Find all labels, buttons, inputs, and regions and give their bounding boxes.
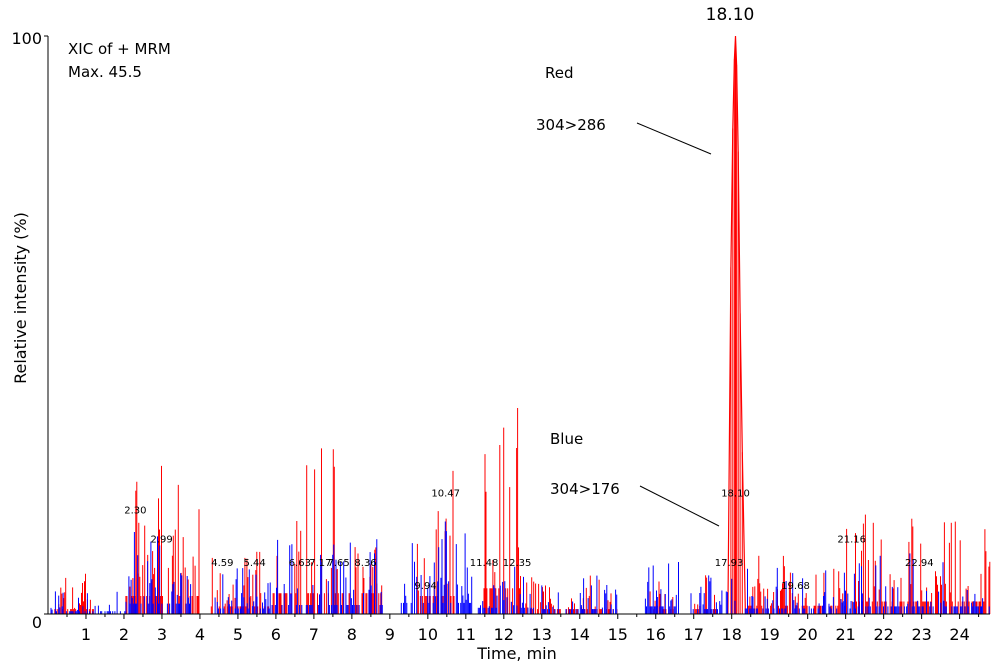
x-tick-label: 6 — [271, 625, 281, 644]
series-red-cluster-11 — [845, 514, 991, 614]
series-blue-cluster-4 — [400, 521, 473, 614]
x-tick-label: 15 — [608, 625, 628, 644]
x-tick-label: 16 — [646, 625, 666, 644]
peak-label: 7.65 — [327, 558, 349, 569]
peak-label: 17.93 — [715, 558, 744, 569]
y-tick-label: 100 — [11, 29, 42, 48]
series-blue-cluster-8 — [690, 575, 728, 614]
series-blue-cluster-3 — [271, 539, 383, 614]
peak-label: 6.63 — [289, 558, 311, 569]
title-line-2: Max. 45.5 — [68, 63, 142, 81]
red-series-name: Red — [545, 64, 574, 82]
y-axis-title: Relative intensity (%) — [11, 212, 30, 384]
x-tick-label: 22 — [873, 625, 893, 644]
title-line-1: XIC of + MRM — [68, 40, 171, 58]
x-tick-label: 9 — [385, 625, 395, 644]
x-tick-label: 7 — [309, 625, 319, 644]
x-tick-label: 18 — [722, 625, 742, 644]
series-blue-cluster-10 — [744, 567, 856, 614]
peak-label: 8.36 — [354, 558, 376, 569]
peak-label: 21.16 — [837, 535, 866, 546]
x-tick-label: 3 — [157, 625, 167, 644]
peak-label: 19.68 — [781, 581, 810, 592]
x-tick-label: 19 — [760, 625, 780, 644]
blue-series-transition: 304>176 — [550, 480, 620, 498]
x-tick-label: 20 — [797, 625, 817, 644]
peak-label: 18.10 — [721, 488, 750, 499]
series-blue-cluster-2 — [214, 568, 271, 614]
peak-label: 5.44 — [243, 558, 265, 569]
x-tick-label: 14 — [570, 625, 590, 644]
peak-label-layer: 2.30 2.99 4.59 5.44 6.637.177.65 8.36 9.94 10.4… — [124, 488, 933, 591]
x-tick-label: 13 — [532, 625, 552, 644]
series-blue-cluster-5 — [477, 566, 534, 614]
series-blue-cluster-1 — [128, 532, 192, 614]
peak-label: 7.17 — [309, 558, 331, 569]
x-tick-label: 24 — [949, 625, 969, 644]
series-red-cluster-9 — [694, 575, 717, 614]
series-layer — [50, 35, 991, 615]
red-series-transition: 304>286 — [536, 116, 606, 134]
series-blue-cluster-11 — [857, 553, 990, 614]
series-blue-cluster-9 — [731, 578, 736, 614]
peak-label: 12.35 — [503, 558, 532, 569]
main-peak-label: 18.10 — [706, 5, 755, 25]
x-tick-label: 1 — [81, 625, 91, 644]
peak-label: 4.59 — [211, 558, 233, 569]
main-peak-trace — [727, 35, 746, 615]
x-tick-label: 4 — [195, 625, 205, 644]
peak-label: 11.48 — [470, 558, 499, 569]
peak-label: 10.47 — [431, 488, 460, 499]
blue-series-name: Blue — [550, 430, 583, 448]
peak-label: 9.94 — [414, 581, 436, 592]
red-callout-line — [636, 122, 712, 155]
series-blue-cluster-7 — [644, 562, 679, 614]
x-tick-label: 10 — [418, 625, 438, 644]
series-red — [54, 35, 991, 615]
peak-label: 2.99 — [150, 535, 172, 546]
x-tick-label: 11 — [456, 625, 476, 644]
tick-layer: 1 2 3 4 5 6 7 8 9 10 11 12 13 14 15 16 17 18 19 20 21 22 23 240… — [11, 29, 980, 644]
x-tick-label: 2 — [119, 625, 129, 644]
series-blue — [50, 521, 990, 614]
series-blue-cluster-6 — [541, 575, 618, 614]
blue-callout-line — [639, 485, 720, 527]
peak-label: 22.94 — [905, 558, 934, 569]
axes-layer — [47, 36, 990, 615]
peak-label: 2.30 — [124, 506, 146, 517]
x-tick-label: 8 — [347, 625, 357, 644]
x-tick-label: 17 — [684, 625, 704, 644]
x-tick-label: 23 — [911, 625, 931, 644]
x-tick-label: 12 — [494, 625, 514, 644]
x-tick-label: 5 — [233, 625, 243, 644]
y-tick-label: 0 — [32, 613, 42, 632]
x-tick-label: 21 — [835, 625, 855, 644]
x-axis-title: Time, min — [476, 644, 557, 663]
